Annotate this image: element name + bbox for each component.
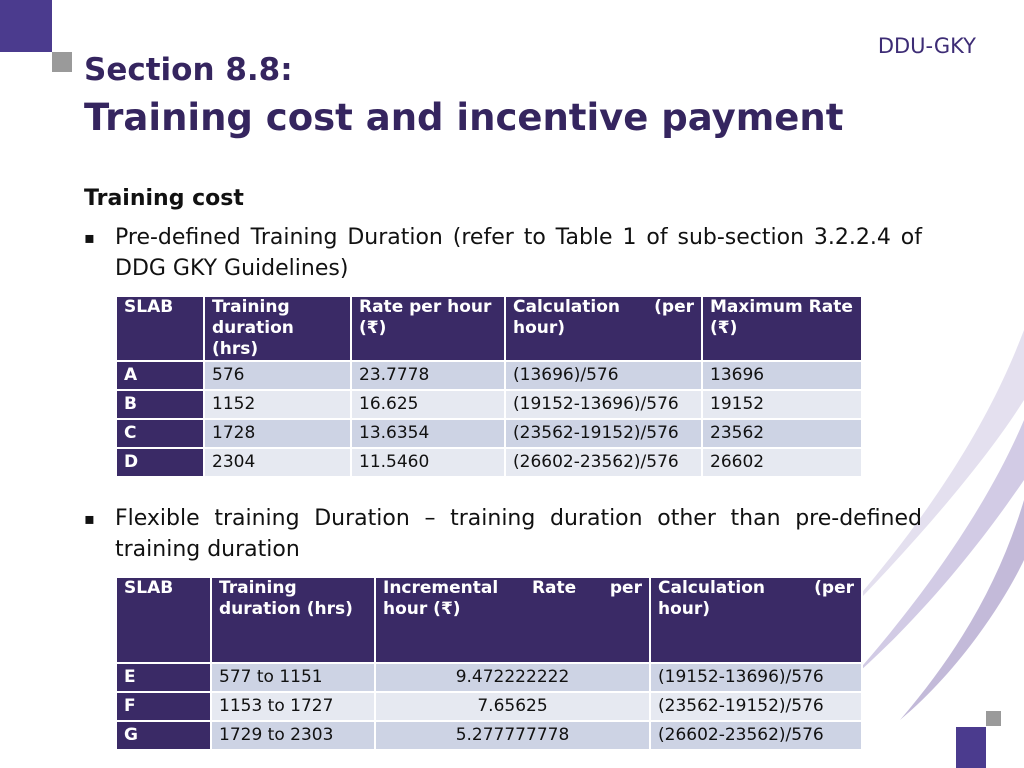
table-header-cell: Calculation (per hour) bbox=[504, 295, 703, 362]
table-cell: 23562 bbox=[701, 418, 863, 449]
bullet-text: Pre-defined Training Duration (refer to … bbox=[115, 225, 922, 281]
header-word: Incremental bbox=[383, 578, 499, 598]
bullet-text: Flexible training Duration – training du… bbox=[115, 506, 922, 562]
table-cell: 7.65625 bbox=[374, 691, 651, 722]
table-cell-slab: F bbox=[115, 691, 212, 722]
table-cell-slab: A bbox=[115, 360, 205, 391]
header-word: hour) bbox=[513, 318, 566, 338]
table-header-cell: Training duration (hrs) bbox=[203, 295, 352, 362]
table-row: A 576 23.7778 (13696)/576 13696 bbox=[115, 360, 863, 391]
table-cell: (13696)/576 bbox=[504, 360, 703, 391]
brand-label: DDU-GKY bbox=[877, 34, 976, 58]
table-header-cell: Rate per hour (₹) bbox=[350, 295, 506, 362]
subheading-training-cost: Training cost bbox=[84, 186, 244, 211]
table-cell: 5.277777778 bbox=[374, 720, 651, 751]
table-cell: 19152 bbox=[701, 389, 863, 420]
table-cell: 11.5460 bbox=[350, 447, 506, 478]
table-cell-slab: B bbox=[115, 389, 205, 420]
table-cell: 1728 bbox=[203, 418, 352, 449]
table-cell: 1152 bbox=[203, 389, 352, 420]
table-row: D 2304 11.5460 (26602-23562)/576 26602 bbox=[115, 447, 863, 478]
flexible-duration-table: SLAB Training duration (hrs) Incremental… bbox=[115, 576, 863, 751]
table-cell: 13696 bbox=[701, 360, 863, 391]
page-title: Training cost and incentive payment bbox=[84, 96, 844, 139]
table-cell: (26602-23562)/576 bbox=[504, 447, 703, 478]
table-cell-slab: G bbox=[115, 720, 212, 751]
table-header-cell: Training duration (hrs) bbox=[210, 576, 376, 664]
decorative-square-purple-bottom bbox=[956, 727, 986, 768]
table-header-row: SLAB Training duration (hrs) Incremental… bbox=[115, 576, 863, 664]
table-cell: (26602-23562)/576 bbox=[649, 720, 863, 751]
table-row: F 1153 to 1727 7.65625 (23562-19152)/576 bbox=[115, 691, 863, 722]
decorative-square-purple bbox=[0, 0, 52, 52]
table-cell: 577 to 1151 bbox=[210, 662, 376, 693]
bullet-predefined-duration: ▪ Pre-defined Training Duration (refer t… bbox=[84, 222, 922, 284]
bullet-flexible-duration: ▪ Flexible training Duration – training … bbox=[84, 503, 922, 565]
table-cell: 2304 bbox=[203, 447, 352, 478]
section-number-title: Section 8.8: bbox=[84, 52, 293, 88]
header-word: Calculation bbox=[658, 578, 765, 598]
table-row: B 1152 16.625 (19152-13696)/576 19152 bbox=[115, 389, 863, 420]
table-cell: 1729 to 2303 bbox=[210, 720, 376, 751]
bullet-square-icon: ▪ bbox=[84, 228, 95, 247]
table-cell-slab: D bbox=[115, 447, 205, 478]
table-cell: 26602 bbox=[701, 447, 863, 478]
header-word: Calculation bbox=[513, 297, 620, 317]
header-word: Rate bbox=[531, 578, 577, 598]
header-word: (per bbox=[814, 578, 854, 598]
header-word: per bbox=[609, 578, 642, 598]
header-word: hour (₹) bbox=[383, 599, 461, 619]
table-header-cell: Calculation (per hour) bbox=[649, 576, 863, 664]
table-header-cell: SLAB bbox=[115, 295, 205, 362]
table-header-cell: SLAB bbox=[115, 576, 212, 664]
table-header-cell: Incremental Rate per hour (₹) bbox=[374, 576, 651, 664]
table-cell: 9.472222222 bbox=[374, 662, 651, 693]
table-row: C 1728 13.6354 (23562-19152)/576 23562 bbox=[115, 418, 863, 449]
table-cell: 16.625 bbox=[350, 389, 506, 420]
header-word: hour) bbox=[658, 599, 711, 619]
table-header-row: SLAB Training duration (hrs) Rate per ho… bbox=[115, 295, 863, 362]
table-cell: (19152-13696)/576 bbox=[649, 662, 863, 693]
table-cell: (23562-19152)/576 bbox=[649, 691, 863, 722]
table-cell: 23.7778 bbox=[350, 360, 506, 391]
table-cell: 1153 to 1727 bbox=[210, 691, 376, 722]
table-row: G 1729 to 2303 5.277777778 (26602-23562)… bbox=[115, 720, 863, 751]
table-cell-slab: C bbox=[115, 418, 205, 449]
header-word: (per bbox=[654, 297, 694, 317]
table-cell: (19152-13696)/576 bbox=[504, 389, 703, 420]
decorative-square-gray-bottom bbox=[986, 711, 1001, 726]
table-cell: 13.6354 bbox=[350, 418, 506, 449]
predefined-duration-table: SLAB Training duration (hrs) Rate per ho… bbox=[115, 295, 863, 478]
decorative-square-gray bbox=[52, 52, 72, 72]
table-cell: 576 bbox=[203, 360, 352, 391]
table-row: E 577 to 1151 9.472222222 (19152-13696)/… bbox=[115, 662, 863, 693]
table-cell-slab: E bbox=[115, 662, 212, 693]
bullet-square-icon: ▪ bbox=[84, 509, 95, 528]
table-cell: (23562-19152)/576 bbox=[504, 418, 703, 449]
table-header-cell: Maximum Rate (₹) bbox=[701, 295, 863, 362]
